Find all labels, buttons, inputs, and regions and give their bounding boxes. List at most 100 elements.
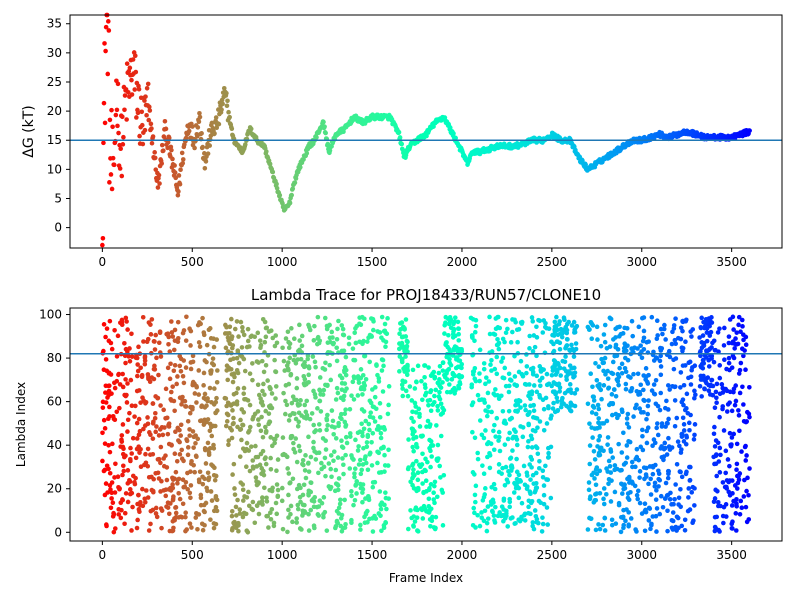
lambda-point bbox=[642, 528, 648, 534]
lambda-point bbox=[120, 384, 126, 390]
lambda-point bbox=[472, 366, 478, 371]
lambda-point bbox=[681, 402, 686, 408]
lambda-point bbox=[118, 515, 124, 521]
lambda-point bbox=[106, 442, 111, 448]
lambda-point bbox=[709, 315, 714, 320]
lambda-point bbox=[435, 403, 440, 409]
lambda-point bbox=[713, 487, 718, 493]
lambda-point bbox=[363, 418, 369, 424]
lambda-point bbox=[351, 397, 357, 402]
lambda-point bbox=[291, 357, 297, 363]
dg-point bbox=[127, 65, 133, 71]
lambda-point bbox=[618, 529, 624, 535]
lambda-point bbox=[341, 471, 346, 477]
lambda-point bbox=[437, 396, 443, 402]
lambda-point bbox=[422, 467, 428, 473]
lambda-point bbox=[563, 354, 568, 359]
lambda-point bbox=[656, 471, 662, 477]
lambda-point bbox=[354, 479, 360, 484]
lambda-point bbox=[550, 406, 556, 411]
dg-point bbox=[106, 28, 112, 33]
lambda-point bbox=[291, 440, 296, 446]
lambda-point bbox=[369, 463, 375, 468]
lambda-point bbox=[152, 367, 158, 372]
lambda-point bbox=[729, 478, 735, 483]
lambda-point bbox=[268, 403, 273, 408]
dg-point bbox=[274, 181, 279, 187]
lambda-point bbox=[405, 349, 410, 354]
lambda-point bbox=[256, 511, 262, 517]
lambda-point bbox=[736, 371, 742, 376]
lambda-point bbox=[103, 390, 108, 395]
lambda-point bbox=[428, 389, 433, 395]
dg-point bbox=[212, 131, 217, 136]
dg-point bbox=[195, 125, 201, 130]
lambda-point bbox=[712, 405, 718, 411]
lambda-point bbox=[161, 407, 166, 413]
lambda-point bbox=[452, 315, 458, 320]
lambda-point bbox=[492, 332, 498, 337]
lambda-point bbox=[537, 364, 543, 369]
lambda-point bbox=[187, 521, 193, 526]
lambda-point bbox=[319, 460, 324, 466]
lambda-point bbox=[226, 438, 232, 443]
lambda-point bbox=[608, 499, 614, 504]
lambda-point bbox=[142, 423, 148, 428]
lambda-point bbox=[188, 469, 193, 474]
lambda-point bbox=[533, 415, 538, 421]
lambda-point bbox=[376, 423, 381, 429]
lambda-point bbox=[633, 456, 639, 462]
lambda-point bbox=[602, 528, 608, 533]
lambda-point bbox=[563, 327, 569, 333]
lambda-point bbox=[352, 497, 358, 503]
lambda-point bbox=[272, 436, 278, 442]
lambda-point bbox=[437, 363, 443, 369]
lambda-point bbox=[136, 416, 142, 422]
lambda-point bbox=[383, 344, 388, 350]
lambda-point bbox=[726, 355, 732, 361]
lambda-point bbox=[553, 391, 558, 397]
lambda-point bbox=[411, 524, 416, 529]
lambda-point bbox=[727, 430, 733, 436]
lambda-point bbox=[741, 353, 746, 359]
lambda-point bbox=[360, 486, 366, 492]
dg-point bbox=[186, 128, 192, 134]
lambda-point bbox=[713, 525, 719, 531]
lambda-point bbox=[532, 344, 538, 350]
lambda-point bbox=[597, 468, 603, 474]
lambda-point bbox=[403, 354, 408, 359]
lambda-point bbox=[383, 495, 389, 501]
lambda-point bbox=[613, 521, 619, 526]
lambda-point bbox=[496, 396, 502, 402]
lambda-point bbox=[527, 346, 532, 351]
lambda-point bbox=[447, 382, 452, 387]
dg-point bbox=[196, 119, 202, 125]
lambda-point bbox=[744, 453, 749, 458]
lambda-point bbox=[227, 324, 233, 330]
lambda-point bbox=[196, 392, 202, 397]
dg-point bbox=[110, 155, 116, 161]
lambda-point bbox=[435, 408, 441, 413]
lambda-point bbox=[428, 439, 434, 444]
lambda-point bbox=[529, 391, 535, 397]
lambda-point bbox=[679, 447, 684, 452]
lambda-point bbox=[605, 442, 610, 447]
lambda-point bbox=[518, 358, 524, 364]
lambda-point bbox=[369, 316, 374, 321]
lambda-point bbox=[674, 528, 679, 533]
lambda-point bbox=[341, 462, 346, 468]
lambda-point bbox=[727, 317, 733, 322]
lambda-point bbox=[289, 326, 294, 331]
y-tick-label: 35 bbox=[47, 17, 62, 31]
lambda-point bbox=[102, 426, 108, 431]
lambda-point bbox=[422, 363, 428, 368]
lambda-point bbox=[154, 355, 159, 361]
lambda-point bbox=[353, 483, 358, 488]
lambda-point bbox=[420, 451, 425, 457]
lambda-point bbox=[509, 463, 515, 469]
lambda-point bbox=[686, 486, 692, 491]
lambda-point bbox=[590, 403, 596, 409]
lambda-point bbox=[133, 455, 139, 461]
lambda-point bbox=[207, 421, 213, 427]
